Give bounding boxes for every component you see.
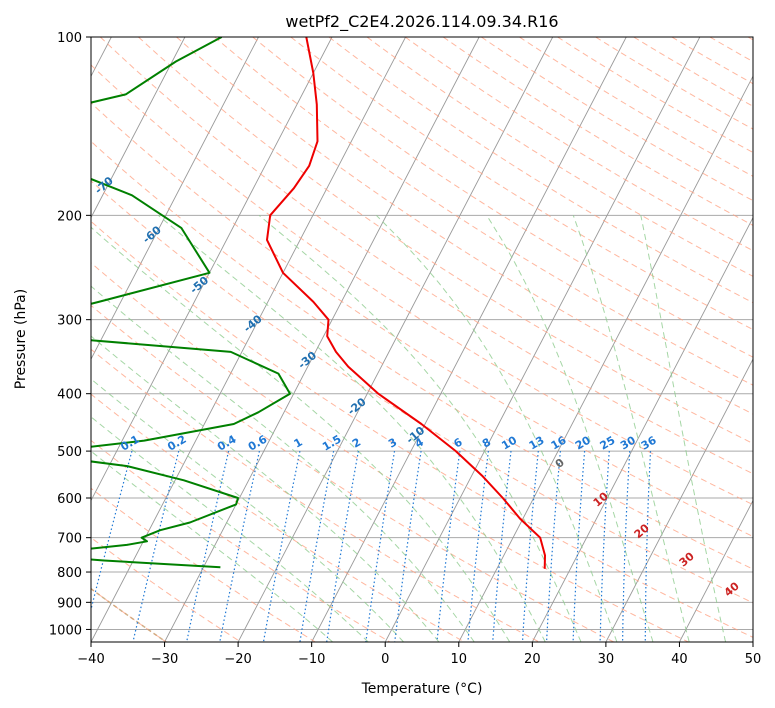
isotherm-line	[384, 37, 701, 642]
y-tick-label: 600	[57, 492, 82, 507]
y-tick-label: 800	[57, 566, 82, 581]
dewpoint-profile-line	[91, 37, 291, 569]
temperature-profile-line	[266, 37, 546, 569]
x-tick-label: 20	[524, 652, 541, 667]
mixing-ratio-line	[492, 451, 512, 642]
dry-adiabat-line	[91, 393, 465, 642]
dry-adiabat-line	[91, 140, 753, 570]
y-axis-ticks: 100 200 300 400 500 600 700 800 900 1000	[49, 31, 91, 638]
moist-adiabat-line	[91, 416, 369, 642]
moist-adiabat-line	[157, 214, 546, 642]
dry-adiabat-line	[290, 37, 753, 331]
mixing-ratio-line	[219, 450, 260, 642]
dry-adiabat-line	[91, 537, 242, 642]
mixing-ratio-line	[91, 450, 133, 612]
isotherm-line	[531, 216, 753, 642]
dry-adiabat-line	[404, 37, 753, 252]
mixing-ratio-line	[186, 450, 230, 642]
moist-adiabat-line	[258, 214, 582, 642]
mixing-ratio-line	[326, 450, 359, 642]
isotherm-line	[605, 358, 753, 642]
moist-adiabat-line	[640, 215, 727, 642]
mixing-ratio-line	[467, 451, 489, 642]
isotherm-line	[237, 37, 554, 642]
mixing-ratio-line	[262, 450, 301, 642]
y-tick-label: 700	[57, 532, 82, 547]
mixing-ratio-line	[132, 450, 180, 642]
mixing-ratio-line	[436, 451, 461, 642]
moist-adiabat-line	[91, 226, 511, 642]
y-tick-label: 300	[57, 314, 82, 329]
y-tick-label: 500	[57, 445, 82, 460]
x-tick-label: −20	[224, 652, 251, 667]
mixing-ratio-line	[299, 450, 335, 642]
x-tick-label: 50	[745, 652, 762, 667]
x-tick-label: −40	[77, 652, 104, 667]
x-tick-label: −10	[298, 652, 325, 667]
dry-adiabat-line	[91, 348, 540, 642]
isotherm-line	[679, 499, 753, 642]
moist-adiabat-line	[91, 335, 440, 642]
isotherm-line	[91, 37, 186, 219]
dry-adiabat-line	[519, 37, 753, 177]
moist-adiabat-line	[572, 215, 690, 642]
profile-lines	[91, 37, 546, 569]
y-tick-label: 200	[57, 209, 82, 224]
moist-adiabat-line	[91, 450, 334, 642]
x-tick-label: 40	[671, 652, 688, 667]
x-tick-label: 0	[381, 652, 389, 667]
dry-adiabat-line	[91, 64, 753, 506]
dry-adiabat-line	[442, 37, 753, 226]
dry-adiabat-line	[328, 37, 753, 304]
y-tick-label: 900	[57, 596, 82, 611]
y-axis-label: Pressure (hPa)	[13, 289, 29, 389]
x-tick-label: 10	[451, 652, 468, 667]
moist-adiabat-line	[375, 214, 618, 642]
y-tick-label: 1000	[49, 623, 82, 638]
isotherm-line	[311, 37, 627, 642]
dry-adiabat-line	[91, 102, 753, 538]
dry-adiabat-line	[214, 37, 753, 386]
x-tick-label: 30	[598, 652, 615, 667]
x-axis-ticks: −40 −30 −20 −10 0 10 20 30 40 50	[77, 642, 761, 667]
x-axis-label: Temperature (°C)	[361, 681, 483, 697]
x-tick-label: −30	[151, 652, 178, 667]
isotherm-line	[458, 75, 753, 642]
dry-adiabat-line	[91, 487, 316, 642]
mixing-ratio-line	[394, 451, 422, 642]
dry-adiabat-line	[91, 439, 391, 642]
isotherm-line	[91, 37, 333, 502]
isotherm-line	[164, 37, 480, 642]
dry-adiabat-line	[91, 180, 753, 604]
moist-adiabat-line	[486, 215, 654, 642]
mixing-ratio-line	[365, 451, 396, 642]
dry-adiabat-line	[99, 37, 753, 475]
y-tick-label: 100	[57, 31, 82, 46]
y-tick-label: 400	[57, 388, 82, 403]
isotherm-line	[91, 37, 259, 361]
chart-title: wetPf2_C2E4.2026.114.09.34.R16	[285, 12, 558, 32]
plot-frame	[90, 36, 754, 643]
dry-adiabat-line	[91, 304, 614, 642]
